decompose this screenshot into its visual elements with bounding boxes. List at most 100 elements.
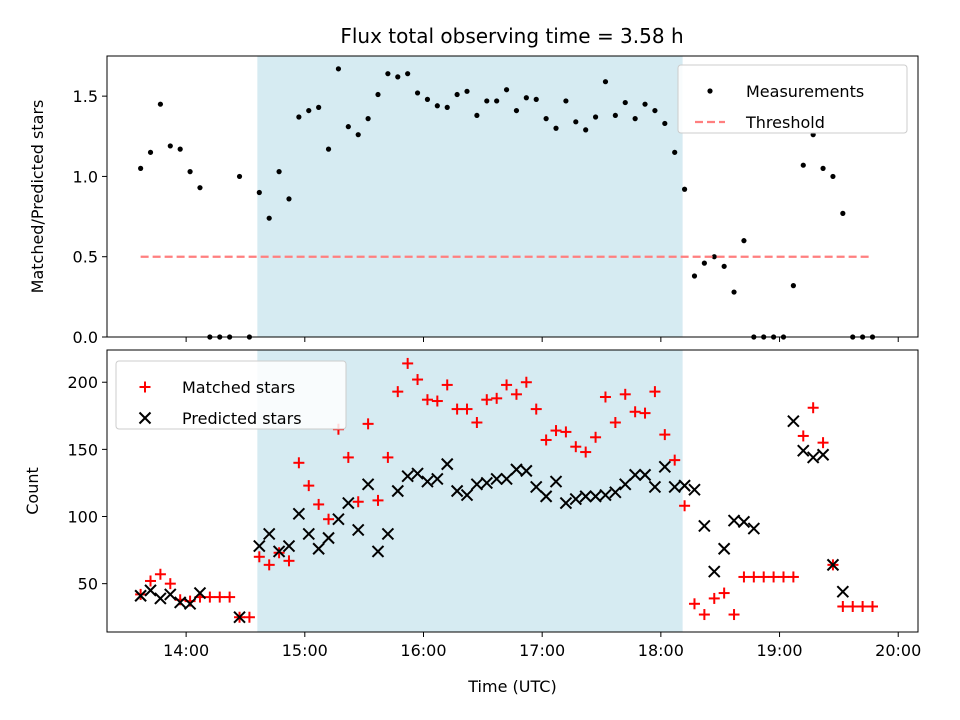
- predicted-star-point-b: [816, 448, 830, 461]
- legend-predicted-marker: [138, 411, 152, 425]
- matched-star-point: [313, 498, 325, 510]
- predicted-star-point: [816, 448, 830, 461]
- legend-predicted-marker-b: [138, 411, 152, 425]
- predicted-star-point: [826, 558, 840, 572]
- measurement-point: [325, 146, 332, 152]
- top-axes-frame: [106, 55, 919, 338]
- predicted-star-point-b: [510, 463, 523, 476]
- measurement-point: [622, 99, 628, 106]
- predicted-star-point: [253, 539, 266, 553]
- predicted-star-point: [688, 483, 701, 496]
- predicted-star-point-b: [302, 527, 315, 541]
- predicted-star-point: [510, 463, 523, 476]
- predicted-star-point: [312, 542, 325, 555]
- matched-star-point: [797, 430, 809, 442]
- measurement-point: [741, 238, 747, 244]
- measurement-point: [306, 107, 312, 114]
- predicted-star-point: [609, 486, 622, 499]
- predicted-star-point: [836, 585, 850, 598]
- predicted-star-point: [490, 472, 503, 486]
- predicted-star-point: [302, 527, 315, 541]
- matched-star-point: [510, 388, 522, 400]
- measurement-point: [138, 165, 144, 171]
- predicted-star-point: [549, 475, 563, 488]
- predicted-star-point-b: [431, 472, 444, 486]
- predicted-star-point-b: [609, 486, 622, 499]
- predicted-star-point-b: [183, 597, 197, 611]
- measurement-point: [612, 112, 618, 119]
- predicted-star-point: [134, 589, 147, 602]
- measurement-point: [444, 104, 450, 110]
- measurement-point: [484, 98, 490, 104]
- measurement-point: [840, 210, 846, 216]
- bot-y-tick-label: 50: [78, 575, 98, 594]
- bot-legend-label: Predicted stars: [182, 409, 302, 428]
- predicted-star-point: [450, 484, 464, 498]
- matched-star-point: [243, 611, 255, 623]
- predicted-star-point-b: [381, 527, 395, 541]
- measurement-point: [434, 103, 440, 109]
- predicted-star-point-b: [668, 480, 681, 494]
- predicted-star-point-b: [460, 488, 474, 502]
- matched-star-point: [580, 446, 592, 458]
- measurement-point: [681, 186, 688, 192]
- measurement-point: [316, 104, 322, 110]
- predicted-star-point: [619, 478, 632, 491]
- matched-star-point: [758, 571, 770, 583]
- measurement-point: [375, 91, 381, 98]
- predicted-star-point: [530, 480, 543, 494]
- matched-star-point: [481, 394, 493, 406]
- measurement-point: [731, 289, 737, 295]
- predicted-star-point: [272, 545, 286, 558]
- top-x-ticks: [185, 337, 899, 342]
- measurement-point: [276, 169, 282, 175]
- predicted-star-point: [233, 611, 246, 624]
- measurement-point: [424, 96, 431, 102]
- predicted-star-point-b: [678, 479, 691, 492]
- predicted-star-point-b: [747, 522, 761, 535]
- predicted-star-point-b: [569, 492, 583, 506]
- measurement-point: [523, 95, 529, 101]
- matched-star-point: [570, 441, 582, 453]
- matched-star-point: [669, 454, 681, 466]
- predicted-star-point-b: [411, 467, 424, 480]
- predicted-star-point: [480, 476, 493, 490]
- predicted-star-point-b: [332, 512, 345, 526]
- matched-star-point: [451, 403, 463, 415]
- matched-star-point: [145, 575, 157, 587]
- predicted-star-point-b: [480, 476, 493, 490]
- predicted-star-point-b: [539, 490, 553, 503]
- predicted-star-point: [559, 496, 573, 510]
- predicted-star-point-b: [262, 527, 276, 541]
- measurement-point: [701, 260, 707, 266]
- top-y-tick-label: 1.5: [73, 87, 98, 106]
- predicted-star-point-b: [450, 484, 464, 498]
- matched-star-point: [372, 494, 384, 506]
- measurement-point: [365, 116, 371, 122]
- predicted-star-point-b: [708, 565, 721, 578]
- measurement-point: [236, 173, 243, 180]
- predicted-star-point: [381, 527, 395, 541]
- matched-star-point: [214, 591, 226, 603]
- matched-star-point: [471, 417, 483, 429]
- matched-star-point: [590, 431, 602, 443]
- measurement-point: [513, 107, 520, 114]
- measurement-point: [721, 263, 727, 269]
- measurement-point: [543, 116, 549, 122]
- measurement-point: [632, 116, 638, 122]
- predicted-star-point-b: [282, 539, 296, 553]
- matched-star-point: [461, 403, 473, 415]
- top-legend-box: [677, 64, 908, 134]
- matched-star-point: [679, 500, 691, 512]
- predicted-star-point-b: [401, 470, 414, 483]
- x-tick-label: 19:00: [756, 641, 802, 660]
- matched-star-point: [431, 395, 443, 407]
- predicted-star-point: [806, 451, 820, 464]
- predicted-star-point-b: [549, 475, 563, 488]
- top-legend-label: Measurements: [746, 82, 864, 101]
- predicted-star-point-b: [727, 514, 741, 527]
- matched-star-point: [352, 496, 364, 508]
- predicted-star-point-b: [342, 496, 355, 510]
- matched-star-point: [491, 392, 503, 404]
